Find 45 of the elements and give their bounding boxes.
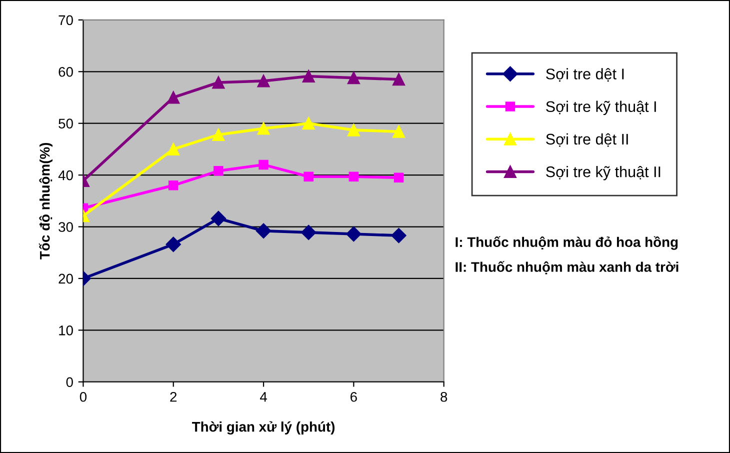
y-tick-label: 10: [59, 326, 73, 336]
point: [167, 142, 180, 156]
point: [346, 226, 362, 242]
x-tick-label: 2: [170, 392, 177, 402]
x-tick-label: 4: [260, 392, 267, 402]
legend-label: Sợi tre kỹ thuật II: [546, 166, 660, 180]
point: [392, 125, 406, 138]
point: [347, 124, 360, 136]
x-tick-label: 8: [440, 392, 448, 402]
y-tick-label: 40: [58, 170, 73, 180]
point: [392, 73, 406, 86]
y-tick-label: 50: [58, 118, 73, 129]
point: [168, 180, 178, 190]
y-tick-label: 20: [58, 274, 73, 284]
point: [304, 172, 314, 182]
x-axis-title: Thời gian xử lý (phút): [192, 421, 335, 435]
point: [391, 228, 406, 244]
point: [212, 128, 225, 141]
legend-label: Sợi tre dệt I: [546, 68, 624, 82]
point: [257, 122, 270, 135]
y-tick-label: 70: [58, 15, 73, 26]
text: II: Thuốc nhuộm màu xanh da trời: [456, 261, 678, 274]
point: [302, 117, 315, 130]
point: [258, 160, 268, 170]
point: [347, 72, 360, 84]
point: [302, 70, 315, 83]
point: [214, 166, 224, 176]
legend-label: Sợi tre kỹ thuật I: [546, 100, 656, 116]
point: [167, 91, 180, 104]
point: [166, 236, 181, 252]
point: [257, 74, 270, 88]
point: [212, 76, 225, 89]
point: [210, 210, 226, 226]
point: [301, 224, 316, 240]
y-axis-title: Tốc độ nhuộm(%): [38, 142, 52, 260]
legend-label: Sợi tre dệt II: [546, 133, 628, 147]
y-tick-label: 60: [58, 66, 73, 77]
y-tick-label: 30: [58, 222, 73, 232]
text: I: Thuốc nhuộm màu đỏ hoa hồng: [456, 236, 678, 250]
point: [348, 172, 359, 182]
point: [394, 172, 404, 182]
point: [256, 223, 272, 238]
x-tick-label: 0: [80, 392, 87, 402]
y-tick-label: 0: [66, 377, 73, 388]
x-tick-label: 6: [350, 392, 357, 402]
